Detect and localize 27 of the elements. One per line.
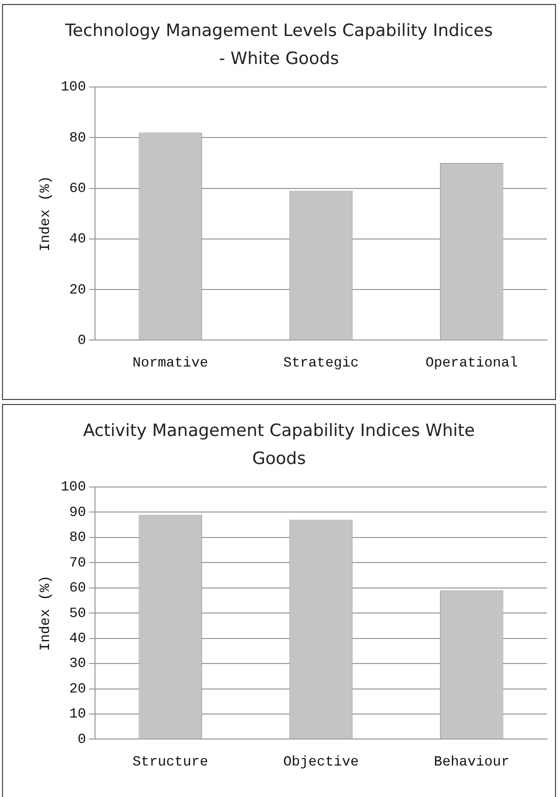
y-tick-label: 100 (60, 480, 86, 496)
y-tick-label: 20 (69, 282, 86, 298)
y-tick-label: 60 (69, 180, 86, 197)
y-tick-label: 0 (78, 732, 86, 748)
y-tick-label: 50 (69, 606, 86, 622)
y-axis-title: Index (%) (38, 575, 54, 651)
y-tick-label: 20 (69, 681, 86, 698)
chart-title: Activity Management Capability Indices White Goods (82, 420, 476, 471)
y-tick-label: 80 (69, 530, 86, 546)
y-tick-label: 90 (69, 504, 86, 521)
x-tick-label: Normative (132, 355, 208, 372)
x-tick-label: Objective (283, 754, 359, 770)
y-tick-label: 80 (69, 130, 86, 146)
y-axis-title: Index (%) (38, 176, 54, 252)
x-tick-label: Structure (132, 754, 208, 770)
y-tick-label: 0 (78, 332, 86, 349)
x-tick-label: Operational (425, 355, 518, 372)
x-tick-label: Strategic (283, 355, 359, 372)
y-tick-label: 100 (60, 80, 86, 96)
chart-title: Technology Management Levels Capability Indices - White Goods (64, 20, 494, 71)
y-tick-label: 70 (69, 555, 86, 572)
y-tick-label: 30 (69, 656, 86, 672)
x-tick-label: Behaviour (434, 754, 510, 770)
y-tick-label: 10 (69, 706, 86, 723)
y-tick-label: 60 (69, 580, 86, 597)
y-tick-label: 40 (69, 232, 86, 248)
y-tick-label: 40 (69, 631, 86, 648)
